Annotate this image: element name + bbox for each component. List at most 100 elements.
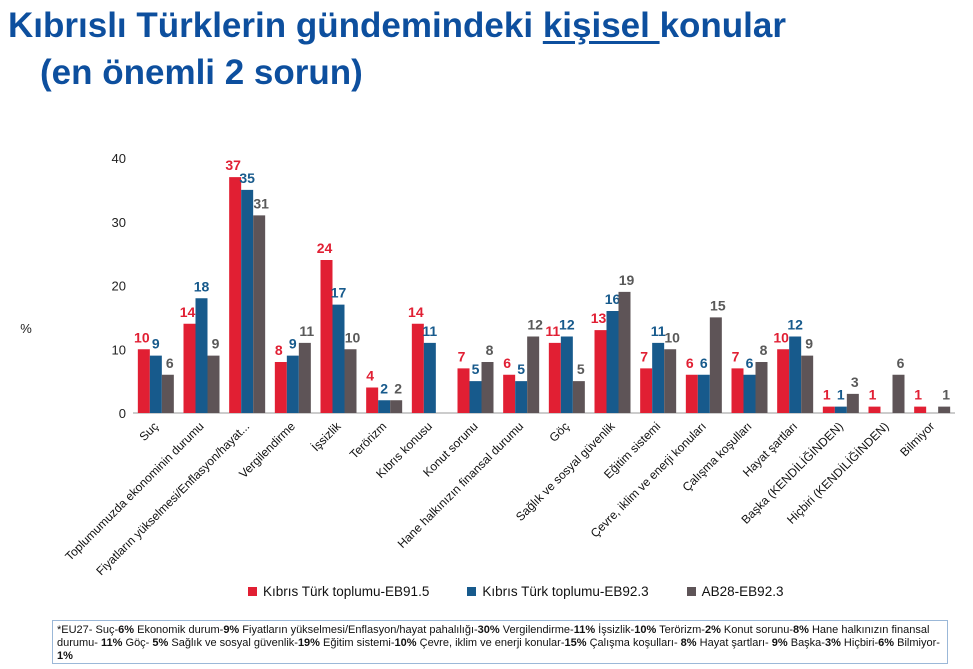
data-label: 11 (299, 323, 314, 339)
data-label: 1 (823, 387, 831, 403)
title-part1: Kıbrıslı Türklerin gündemindeki (8, 6, 543, 45)
bar (606, 311, 619, 413)
bar (274, 362, 287, 413)
bar (286, 355, 299, 413)
data-label: 4 (366, 368, 374, 384)
data-label: 37 (225, 157, 241, 173)
bar (572, 381, 585, 413)
legend-label: AB28-EB92.3 (701, 584, 784, 599)
data-label: 5 (472, 361, 480, 377)
data-label: 1 (914, 387, 922, 403)
legend-label: Kıbrıs Türk toplumu-EB91.5 (263, 584, 430, 599)
bar (938, 406, 951, 413)
footnote-text: Hane halkınızın finansal durumu- (57, 624, 930, 649)
bar (411, 323, 424, 413)
bar (298, 342, 311, 413)
bar (515, 381, 528, 413)
data-label: 12 (787, 317, 803, 333)
bar (241, 189, 254, 413)
bar (822, 406, 835, 413)
footnote-box: *EU27- Suç-6% Ekonomik durum-9% Fiyatlar… (52, 620, 948, 664)
bar (481, 362, 494, 413)
title-line2: (en önemli 2 sorun) (40, 53, 363, 92)
data-label: 24 (317, 240, 333, 256)
x-tick-label: Terörizm (347, 419, 389, 461)
bar (320, 260, 333, 413)
footnote-text: Bilmiyor- (894, 637, 940, 649)
data-label: 7 (640, 348, 648, 364)
legend-label: Kıbrıs Türk toplumu-EB92.3 (482, 584, 649, 599)
bar (195, 298, 208, 413)
legend-item: Kıbrıs Türk toplumu-EB92.3 (467, 584, 649, 599)
footnote-text: Terörizm- (656, 624, 705, 636)
legend: Kıbrıs Türk toplumu-EB91.5 Kıbrıs Türk t… (248, 584, 783, 599)
footnote-value: 6% (118, 624, 135, 636)
footnote-value: 15% (564, 637, 587, 649)
data-label: 6 (503, 355, 511, 371)
footnote-value: 11% (101, 637, 123, 649)
title-underlined: kişisel (542, 6, 660, 45)
bar (652, 342, 665, 413)
bar (685, 374, 698, 413)
bar (560, 336, 573, 413)
bar (697, 374, 710, 413)
data-label: 18 (194, 278, 210, 294)
data-label: 10 (345, 329, 361, 345)
footnote-value: 3% (824, 637, 841, 649)
data-label: 35 (239, 170, 255, 186)
data-label: 16 (605, 291, 621, 307)
bar (789, 336, 802, 413)
data-label: 2 (394, 380, 402, 396)
data-label: 7 (458, 348, 466, 364)
footnote-value: 6% (878, 637, 895, 649)
bar (527, 336, 540, 413)
footnote-text: İşsizlik- (595, 624, 635, 636)
footnote-text: Fiyatların yükselmesi/Enflasyon/hayat pa… (239, 624, 478, 636)
x-tick-label: Bilmiyor (897, 419, 937, 459)
footnote-value: 11% (573, 624, 596, 636)
data-label: 2 (380, 380, 388, 396)
data-label: 9 (212, 336, 220, 352)
bar (137, 349, 150, 413)
bar (161, 374, 174, 413)
x-tick-label: Göç (546, 419, 571, 444)
bar (207, 355, 220, 413)
x-tick-label: İşsizlik (309, 419, 345, 455)
bar (423, 342, 436, 413)
data-label: 10 (664, 329, 680, 345)
footnote-text: Konut sorunu- (720, 624, 794, 636)
y-tick-label: 0 (119, 406, 126, 421)
bar (868, 406, 881, 413)
legend-item: AB28-EB92.3 (686, 584, 784, 599)
data-label: 17 (331, 285, 347, 301)
footnote-value: 10% (394, 637, 417, 649)
chart-title: Kıbrıslı Türklerin gündemindeki kişisel … (8, 2, 968, 96)
footnote-value: 2% (704, 624, 721, 636)
y-tick-label: 10 (112, 342, 126, 357)
data-label: 10 (134, 329, 150, 345)
x-tick-label: Suç (136, 419, 161, 444)
data-label: 8 (275, 342, 283, 358)
bar (892, 374, 905, 413)
data-label: 14 (408, 304, 424, 320)
bar (640, 368, 653, 413)
data-label: 10 (773, 329, 789, 345)
y-axis-label: % (20, 321, 32, 336)
data-label: 12 (559, 317, 575, 333)
data-label: 9 (289, 336, 297, 352)
data-label: 5 (517, 361, 525, 377)
footnote-text: Eğitim sistemi- (319, 637, 395, 649)
footnote-value: 9% (771, 637, 788, 649)
footnote-text: Vergilendirme- (499, 624, 574, 636)
y-tick-label: 30 (112, 215, 126, 230)
data-label: 19 (619, 272, 635, 288)
data-label: 1 (837, 387, 845, 403)
bar (846, 393, 859, 413)
bar (149, 355, 162, 413)
bar (755, 362, 768, 413)
data-label: 12 (527, 317, 543, 333)
footnote-value: 9% (223, 624, 240, 636)
data-label: 11 (651, 323, 666, 339)
data-label: 8 (486, 342, 494, 358)
